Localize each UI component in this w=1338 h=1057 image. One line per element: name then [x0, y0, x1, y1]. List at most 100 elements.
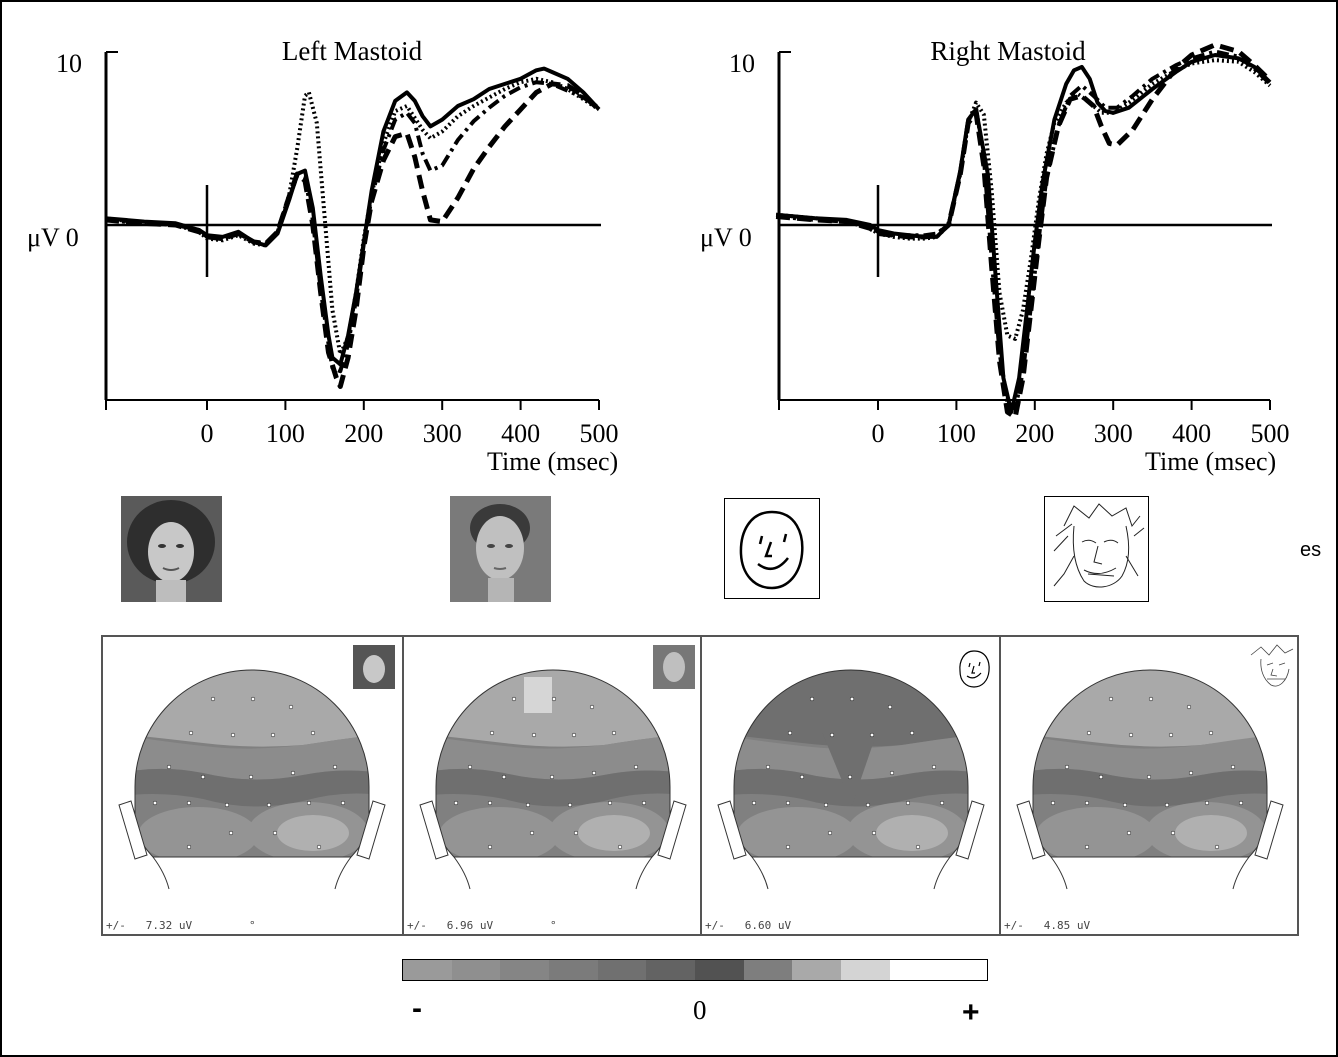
electrode	[288, 704, 294, 710]
amplitude-range-label: +/- 7.32 uV	[106, 919, 193, 932]
electrode	[829, 732, 835, 738]
x-tick-label: 0	[201, 419, 214, 448]
colorbar-segment	[646, 960, 696, 980]
electrode	[1050, 800, 1056, 806]
neck-lines	[453, 856, 653, 890]
electrode	[607, 800, 613, 806]
colorbar-segment	[938, 960, 988, 980]
electrode	[310, 730, 316, 736]
x-tick-label: 400	[1172, 419, 1211, 448]
x-axis-label: Time (msec)	[487, 447, 618, 476]
electrode	[501, 774, 507, 780]
left-ear	[717, 800, 747, 860]
face-thumbnail-photograph	[121, 496, 222, 602]
painting-face-icon	[450, 496, 551, 602]
colorbar-segment	[597, 960, 647, 980]
panel-mark: °	[550, 919, 557, 932]
electrode	[889, 770, 895, 776]
topo-panel-1: +/- 7.32 uV °	[103, 637, 401, 934]
electrode	[1204, 800, 1210, 806]
chart-title: Left Mastoid	[282, 36, 423, 66]
electrode	[865, 802, 871, 808]
electrode	[939, 800, 945, 806]
electrode	[1186, 704, 1192, 710]
sketch-face-icon	[1044, 496, 1149, 602]
electrode	[871, 830, 877, 836]
electrode	[827, 830, 833, 836]
electrode	[1086, 730, 1092, 736]
electrode	[571, 732, 577, 738]
left-ear	[118, 800, 148, 860]
colorbar-segment	[792, 960, 842, 980]
face-thumbnail-painting	[450, 496, 551, 602]
colorbar-plus-label: +	[962, 996, 980, 1029]
colorbar-segment	[743, 960, 793, 980]
face-thumbnail-sketch	[1044, 496, 1149, 602]
electrode	[847, 774, 853, 780]
electrode	[589, 704, 595, 710]
electrode	[785, 800, 791, 806]
colorbar-segment	[403, 960, 452, 980]
neck-lines	[1050, 856, 1250, 890]
electrode	[248, 774, 254, 780]
electrode	[611, 730, 617, 736]
scalp-map	[1016, 644, 1294, 890]
electrode	[1230, 764, 1236, 770]
right-ear	[657, 800, 687, 860]
stimulus-thumbnail-icon	[353, 645, 395, 689]
colorbar-segment	[500, 960, 550, 980]
electrode	[1122, 802, 1128, 808]
colorbar-segment	[549, 960, 598, 980]
colorbar-zero-label: 0	[693, 995, 707, 1025]
electrode	[210, 696, 216, 702]
scalp-map	[419, 645, 695, 890]
electrode	[1146, 774, 1152, 780]
electrode	[931, 764, 937, 770]
scalp-surface	[135, 670, 369, 857]
electrode	[487, 844, 493, 850]
electrode	[617, 844, 623, 850]
y-axis-label: μV 0	[27, 223, 79, 252]
electrode	[152, 800, 158, 806]
amplitude-range-label: +/- 6.60 uV	[705, 919, 792, 932]
electrode	[1128, 732, 1134, 738]
scalp-surface	[1033, 670, 1267, 857]
electrode	[250, 696, 256, 702]
erp-series-dotted	[104, 76, 601, 357]
chart-title: Right Mastoid	[930, 36, 1086, 66]
electrode	[633, 764, 639, 770]
topo-panel-4: +/- 4.85 uV	[999, 637, 1299, 934]
left-ear	[419, 800, 449, 860]
electrode	[453, 800, 459, 806]
colorbar-minus-label: -	[412, 992, 422, 1025]
stimulus-thumbnail-icon	[653, 645, 695, 689]
electrode	[567, 802, 573, 808]
colorbar-segment	[841, 960, 890, 980]
topo-panel-2: +/- 6.96 uV °	[402, 637, 701, 934]
amplitude-range-label: +/- 4.85 uV	[1004, 919, 1091, 932]
electrode	[551, 696, 557, 702]
electrode	[1148, 696, 1154, 702]
electrode	[1108, 696, 1114, 702]
electrode	[591, 770, 597, 776]
colorbar	[402, 959, 988, 981]
left-ear	[1016, 800, 1046, 860]
electrode	[467, 764, 473, 770]
electrode	[1126, 830, 1132, 836]
electrode	[1208, 730, 1214, 736]
electrode	[332, 764, 338, 770]
electrode	[511, 696, 517, 702]
electrode	[166, 764, 172, 770]
electrode	[799, 774, 805, 780]
electrode	[1214, 844, 1220, 850]
electrode	[525, 802, 531, 808]
electrode	[1098, 774, 1104, 780]
electrode	[751, 800, 757, 806]
panel-mark: °	[249, 919, 256, 932]
x-tick-label: 0	[872, 419, 885, 448]
electrode	[531, 732, 537, 738]
x-tick-label: 200	[1015, 419, 1054, 448]
